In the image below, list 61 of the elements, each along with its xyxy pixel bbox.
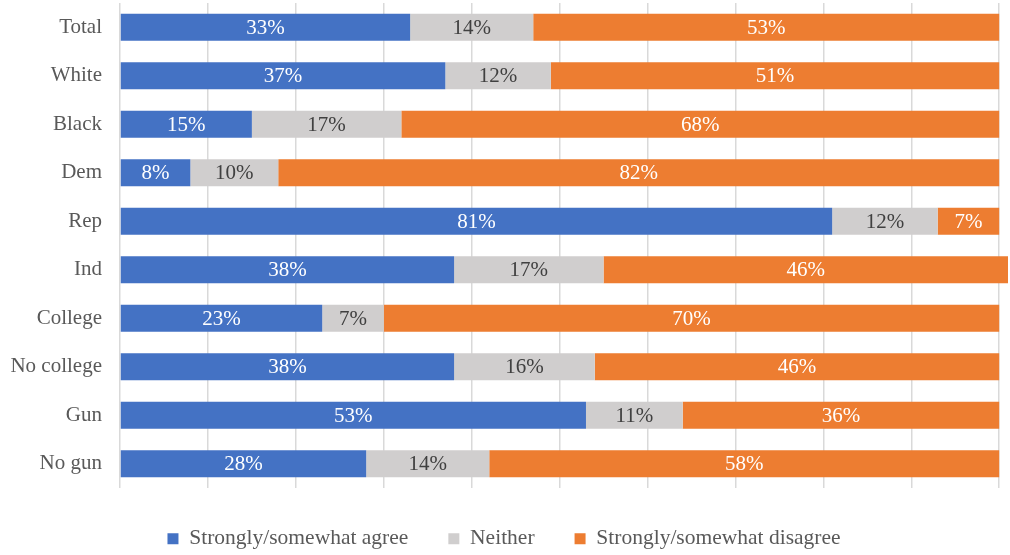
bar xyxy=(603,256,1008,284)
data-label: 7% xyxy=(338,305,367,330)
legend-label: Strongly/somewhat disagree xyxy=(596,525,841,550)
y-tick-label: White xyxy=(50,62,102,87)
data-label: 81% xyxy=(457,208,496,233)
data-label: 12% xyxy=(478,63,518,88)
bar xyxy=(533,13,1000,41)
data-label: 17% xyxy=(307,111,346,136)
data-label: 8% xyxy=(141,160,170,185)
bar xyxy=(401,110,1000,138)
y-tick-label: Ind xyxy=(74,256,103,281)
bar xyxy=(120,110,252,138)
data-label: 53% xyxy=(334,402,373,427)
bar xyxy=(120,401,586,429)
legend-label: Strongly/somewhat agree xyxy=(189,525,409,550)
bar xyxy=(120,450,367,478)
data-label: 14% xyxy=(452,14,491,39)
bar xyxy=(120,353,455,381)
data-label: 70% xyxy=(672,305,711,330)
y-tick-label: Total xyxy=(59,13,103,38)
data-label: 23% xyxy=(202,305,241,330)
data-label: 33% xyxy=(246,14,285,39)
bar xyxy=(120,207,833,235)
data-label: 12% xyxy=(865,208,905,233)
data-label: 14% xyxy=(408,451,447,476)
data-label: 7% xyxy=(954,208,983,233)
data-label: 11% xyxy=(615,402,654,427)
data-label: 28% xyxy=(224,451,263,476)
bar xyxy=(489,450,1000,478)
bar xyxy=(120,62,446,90)
data-label: 46% xyxy=(777,354,817,379)
y-tick-label: No college xyxy=(10,353,102,378)
data-label: 82% xyxy=(619,160,658,185)
bar xyxy=(383,304,1000,332)
bar xyxy=(120,256,455,284)
data-label: 17% xyxy=(509,257,549,282)
data-label: 37% xyxy=(263,63,303,88)
y-tick-label: Rep xyxy=(68,207,102,232)
data-label: 10% xyxy=(215,160,254,185)
data-label: 36% xyxy=(821,402,861,427)
bar xyxy=(594,353,1000,381)
bar xyxy=(120,304,323,332)
data-label: 68% xyxy=(681,111,720,136)
y-tick-label: College xyxy=(36,304,102,329)
data-label: 15% xyxy=(167,111,206,136)
data-label: 38% xyxy=(268,257,307,282)
y-tick-label: Black xyxy=(53,110,103,135)
data-label: 38% xyxy=(268,354,307,379)
y-tick-label: Gun xyxy=(65,401,103,426)
data-label: 53% xyxy=(746,14,786,39)
y-tick-label: No gun xyxy=(39,450,103,475)
data-label: 58% xyxy=(724,451,764,476)
bar xyxy=(550,62,1000,90)
bar xyxy=(278,159,1000,187)
data-label: 46% xyxy=(786,257,826,282)
data-label: 51% xyxy=(755,63,795,88)
y-tick-label: Dem xyxy=(61,159,102,184)
data-label: 16% xyxy=(505,354,544,379)
legend-label: Neither xyxy=(470,525,535,550)
bar xyxy=(682,401,1000,429)
bar xyxy=(120,13,411,41)
